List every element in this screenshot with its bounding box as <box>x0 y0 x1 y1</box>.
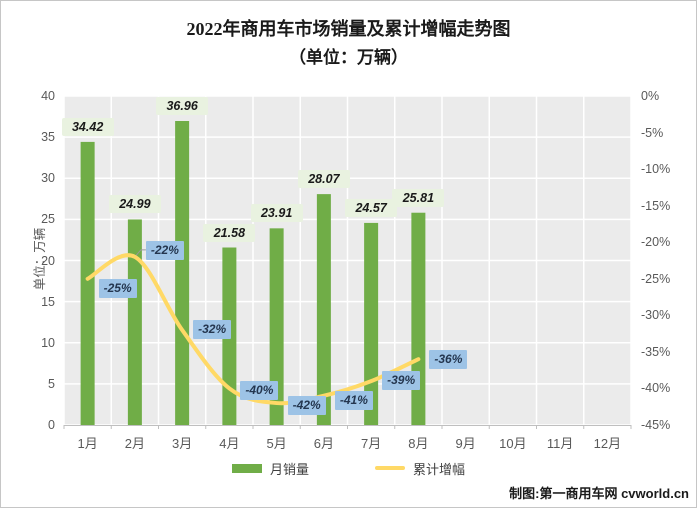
growth-value-label: -32% <box>193 319 232 339</box>
growth-value-label: -36% <box>429 350 468 370</box>
legend-item-growth: 累计增幅 <box>375 459 465 478</box>
legend-label-growth: 累计增幅 <box>413 461 466 477</box>
right-axis-tick: -10% <box>641 162 671 177</box>
left-axis-tick: 30 <box>41 171 55 186</box>
x-tick-label: 9月 <box>455 436 476 451</box>
left-axis-tick: 35 <box>41 130 55 145</box>
left-axis-tick: 5 <box>48 376 55 391</box>
x-tick-label: 1月 <box>77 436 98 451</box>
x-tick-label: 7月 <box>361 436 382 451</box>
right-axis-tick: -5% <box>641 125 664 140</box>
x-tick-label: 12月 <box>593 436 622 451</box>
credit-text: 制图:第一商用车网 cvworld.cn <box>509 486 689 501</box>
right-axis-tick: -20% <box>641 235 671 250</box>
right-axis-tick: -45% <box>641 418 671 432</box>
x-tick-label: 10月 <box>499 436 527 451</box>
growth-value-label: -40% <box>240 381 279 401</box>
right-axis-tick: -25% <box>641 271 671 286</box>
bar-value-label: 34.42 <box>61 117 114 136</box>
right-axis-tick: -15% <box>641 198 671 213</box>
x-tick-label: 5月 <box>266 436 287 451</box>
legend: 月销量 累计增幅 <box>1 458 696 478</box>
bar-value-label: 36.96 <box>156 97 209 115</box>
right-axis-tick: -35% <box>641 344 671 359</box>
plot-area <box>64 96 631 425</box>
x-tick-label: 2月 <box>124 436 145 451</box>
right-axis-tick: -40% <box>641 381 671 396</box>
chart-title: 2022年商用车市场销量及累计增幅走势图 <box>186 19 511 39</box>
x-tick-label: 6月 <box>313 436 334 451</box>
bar-series-swatch <box>231 463 262 473</box>
growth-value-label: -39% <box>382 371 421 391</box>
bar-value-label: 25.81 <box>392 188 445 207</box>
left-axis-tick: 10 <box>41 335 55 350</box>
growth-value-label: -22% <box>145 240 184 260</box>
left-axis-tick: 40 <box>41 89 55 103</box>
x-tick-label: 8月 <box>408 436 429 451</box>
right-axis-tick: -30% <box>641 308 671 323</box>
left-axis-tick: 20 <box>41 253 55 268</box>
right-axis-tick: 0% <box>641 89 660 103</box>
legend-item-sales: 月销量 <box>231 459 309 478</box>
left-axis-tick: 0 <box>48 418 55 432</box>
bar-value-label: 24.57 <box>345 198 398 217</box>
growth-value-label: -41% <box>334 390 373 410</box>
x-tick-label: 11月 <box>546 436 574 451</box>
bar-value-label: 21.58 <box>203 223 256 242</box>
growth-value-label: -25% <box>98 278 137 298</box>
growth-value-label: -42% <box>287 396 326 416</box>
x-tick-label: 3月 <box>172 436 193 451</box>
left-axis-tick: 15 <box>41 294 55 309</box>
bar-value-label: 23.91 <box>250 204 303 223</box>
bar-value-label: 28.07 <box>297 170 350 189</box>
left-axis-tick: 25 <box>41 212 55 227</box>
x-tick-label: 4月 <box>219 436 240 451</box>
line-series-swatch <box>375 466 405 470</box>
legend-label-sales: 月销量 <box>269 461 309 477</box>
bar-value-label: 24.99 <box>108 195 161 214</box>
chart-subtitle: （单位：万辆） <box>289 48 408 67</box>
